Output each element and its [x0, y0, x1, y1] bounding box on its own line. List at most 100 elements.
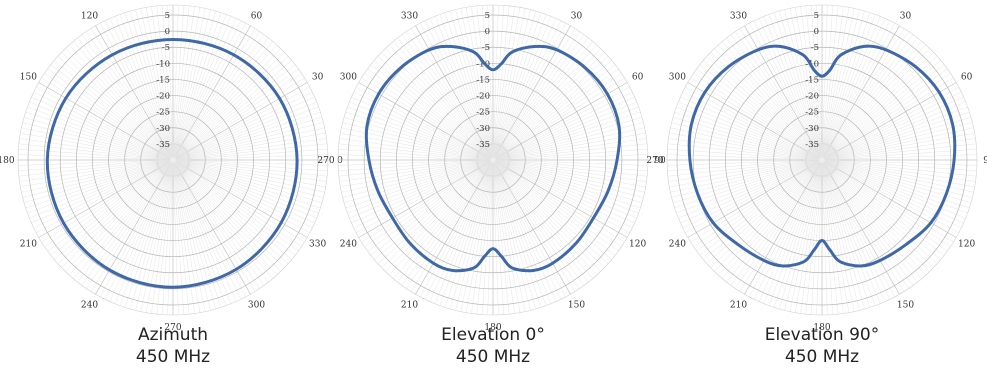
radial-gridline: [824, 161, 938, 264]
radial-gridline: [823, 44, 926, 158]
radial-gridline: [495, 160, 641, 209]
radial-gridline: [824, 161, 957, 238]
radial-gridline: [693, 161, 820, 247]
radial-gridline: [20, 160, 171, 188]
radial-gridline: [690, 161, 820, 243]
radial-gridline: [822, 10, 865, 158]
radial-gridline: [494, 162, 580, 289]
radial-gridline: [175, 160, 321, 209]
radial-gridline: [824, 122, 973, 160]
radial-gridline: [353, 161, 491, 229]
center-disc: [804, 142, 840, 178]
radial-gridline: [20, 132, 171, 160]
radial-gridline: [494, 162, 597, 276]
radial-tick-label: -25: [805, 108, 819, 118]
radial-gridline: [175, 159, 328, 166]
radial-gridline: [822, 162, 876, 306]
radial-gridline: [361, 77, 491, 159]
radial-gridline: [406, 162, 492, 289]
radial-gridline: [410, 28, 492, 158]
radial-gridline: [493, 16, 552, 158]
radial-gridline: [710, 161, 820, 268]
radial-gridline: [95, 162, 172, 295]
radial-gridline: [739, 28, 821, 158]
radial-gridline: [175, 91, 313, 159]
radial-gridline: [410, 162, 492, 292]
radial-gridline: [494, 20, 562, 158]
angle-tick-label: 210: [20, 240, 37, 250]
radial-gridline: [175, 117, 323, 160]
angle-tick-label: 120: [81, 11, 98, 21]
radial-gridline: [173, 162, 232, 304]
radial-gridline: [823, 162, 895, 297]
radial-gridline: [175, 161, 292, 260]
radial-gridline: [36, 161, 171, 233]
radial-gridline: [494, 162, 593, 279]
radial-gridline: [175, 161, 299, 252]
radial-gridline: [349, 101, 491, 160]
radial-gridline: [493, 162, 521, 313]
radial-gridline: [824, 111, 970, 160]
radial-gridline: [429, 18, 492, 158]
radial-gridline: [495, 161, 619, 252]
radial-gridline: [135, 9, 173, 158]
concentric-gridline: [59, 46, 287, 274]
radial-gridline: [175, 161, 315, 224]
series-line: [45, 37, 299, 289]
radial-gridline: [824, 161, 948, 252]
concentric-gridline: [395, 62, 591, 258]
concentric-gridline: [757, 95, 887, 225]
radial-gridline: [822, 8, 855, 158]
radial-gridline: [44, 73, 171, 159]
radial-gridline: [114, 16, 173, 158]
radial-gridline: [696, 161, 820, 252]
radial-gridline: [347, 160, 491, 214]
radial-gridline: [140, 162, 173, 312]
radial-gridline: [822, 162, 834, 315]
radial-gridline: [338, 160, 491, 177]
radial-gridline: [481, 162, 493, 315]
radial-gridline: [823, 162, 918, 283]
radial-gridline: [726, 162, 821, 283]
radial-gridline: [476, 162, 493, 315]
radial-gridline: [696, 68, 820, 159]
radial-gridline: [175, 52, 285, 159]
radial-gridline: [687, 161, 820, 238]
radial-gridline: [174, 162, 251, 295]
radial-gridline: [667, 159, 820, 166]
series-line: [687, 44, 957, 268]
radial-gridline: [494, 162, 601, 272]
radial-gridline: [823, 162, 900, 295]
radial-gridline: [47, 68, 171, 159]
radial-gridline: [494, 25, 571, 158]
radial-gridline: [342, 160, 491, 198]
radial-gridline: [86, 162, 172, 289]
radial-gridline: [173, 162, 222, 308]
radial-gridline: [175, 111, 321, 160]
radial-gridline: [36, 87, 171, 159]
radial-gridline: [415, 25, 492, 158]
radial-gridline: [151, 6, 173, 158]
radial-gridline: [789, 162, 822, 312]
radial-gridline: [175, 101, 317, 160]
radial-gridline: [151, 162, 173, 314]
radial-gridline: [175, 138, 327, 160]
radial-gridline: [749, 23, 821, 158]
radial-gridline: [444, 162, 493, 308]
radial-gridline: [495, 161, 612, 260]
radial-gridline: [450, 10, 493, 158]
radial-gridline: [175, 161, 285, 268]
radial-gridline: [824, 159, 977, 166]
radial-gridline: [364, 161, 491, 247]
radial-gridline: [494, 162, 566, 297]
radial-gridline: [119, 162, 173, 306]
radial-gridline: [420, 23, 492, 158]
radial-gridline: [167, 162, 174, 315]
radial-gridline: [81, 34, 172, 158]
radial-gridline: [364, 73, 491, 159]
radial-gridline: [172, 162, 179, 315]
radial-gridline: [495, 160, 639, 214]
radial-gridline: [61, 52, 171, 159]
radial-tick-label: -25: [476, 108, 490, 118]
radial-gridline: [173, 162, 201, 313]
